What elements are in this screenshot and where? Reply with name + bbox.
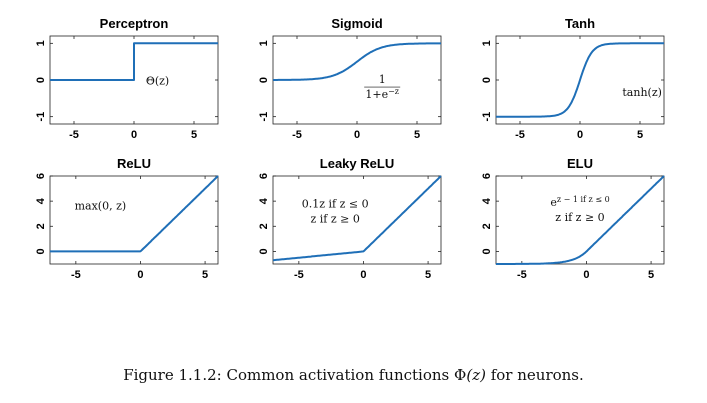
x-tick-label: 5 bbox=[191, 129, 197, 141]
series-line bbox=[50, 175, 219, 253]
y-tick-label: 0 bbox=[35, 77, 47, 83]
x-tick-label: 5 bbox=[637, 129, 643, 141]
y-tick-label: 2 bbox=[258, 223, 270, 229]
y-tick-label: -1 bbox=[258, 112, 270, 122]
y-tick-label: -1 bbox=[35, 112, 47, 122]
caption-arg: (z) bbox=[466, 366, 486, 384]
y-tick-label: -1 bbox=[481, 112, 493, 122]
formula-text: tanh(z) bbox=[622, 86, 662, 99]
panel-relu: ReLU -5 0 5 0 2 4 6 max(0, z) bbox=[35, 156, 219, 281]
figure-caption: Figure 1.1.2: Common activation function… bbox=[0, 366, 707, 384]
panel-perceptron: Perceptron -5 0 5 -1 0 1 Θ(z) bbox=[35, 16, 219, 141]
plot-frame bbox=[49, 175, 219, 265]
y-tick-label: 0 bbox=[481, 248, 493, 254]
x-tick-label: 0 bbox=[583, 269, 589, 281]
series-line bbox=[272, 175, 442, 262]
x-tick-label: 0 bbox=[577, 129, 583, 141]
series-line bbox=[50, 42, 218, 81]
y-tick-label: 1 bbox=[258, 40, 270, 46]
panel-tanh: Tanh -5 0 5 -1 0 1 tanh(z) bbox=[481, 16, 665, 141]
y-tick-label: 6 bbox=[35, 173, 47, 179]
x-tick-label: -5 bbox=[69, 129, 79, 141]
series-line bbox=[273, 42, 441, 81]
y-tick-label: 4 bbox=[481, 197, 493, 204]
x-tick-label: 5 bbox=[202, 269, 208, 281]
formula-text: 0.1z if z ≤ 0 bbox=[302, 198, 369, 211]
y-tick-label: 1 bbox=[481, 40, 493, 46]
y-tick-label: 0 bbox=[258, 77, 270, 83]
x-tick-label: 5 bbox=[414, 129, 420, 141]
plot-frame bbox=[272, 175, 442, 265]
y-tick-label: 6 bbox=[258, 173, 270, 179]
formula-text: ez − 1 if z ≤ 0 bbox=[550, 194, 609, 209]
panel-title: Sigmoid bbox=[331, 16, 382, 31]
y-tick-label: 2 bbox=[35, 223, 47, 229]
x-tick-label: -5 bbox=[294, 269, 304, 281]
panel-elu: ELU -5 0 5 0 2 4 6 ez − 1 if z ≤ 0 z if z ≥ 0 bbox=[481, 156, 665, 281]
y-tick-label: 2 bbox=[481, 223, 493, 229]
x-tick-label: 0 bbox=[137, 269, 143, 281]
caption-prefix: Figure 1.1.2: Common activation function… bbox=[123, 366, 455, 384]
y-tick-label: 4 bbox=[258, 197, 270, 204]
x-tick-label: -5 bbox=[292, 129, 302, 141]
y-tick-label: 1 bbox=[35, 40, 47, 46]
series-line bbox=[496, 42, 664, 118]
caption-phi: Φ bbox=[454, 366, 467, 384]
panel-leaky-relu: Leaky ReLU -5 0 5 0 2 4 6 0.1z if z ≤ 0 z if z ≥ … bbox=[258, 156, 442, 281]
x-tick-label: -5 bbox=[517, 269, 527, 281]
formula-numerator: 1 bbox=[379, 73, 386, 86]
panel-title: ELU bbox=[567, 156, 593, 171]
panel-title: Perceptron bbox=[100, 16, 169, 31]
caption-suffix: for neurons. bbox=[485, 366, 584, 384]
x-tick-label: 0 bbox=[131, 129, 137, 141]
y-tick-label: 0 bbox=[481, 77, 493, 83]
x-tick-label: 0 bbox=[360, 269, 366, 281]
formula-text: z if z ≥ 0 bbox=[555, 211, 604, 224]
formula-denominator: 1+e−z bbox=[365, 87, 399, 102]
y-tick-label: 4 bbox=[35, 197, 47, 204]
panel-title: Leaky ReLU bbox=[320, 156, 394, 171]
plot-frame bbox=[495, 175, 665, 265]
y-tick-label: 6 bbox=[481, 173, 493, 179]
x-tick-label: 5 bbox=[425, 269, 431, 281]
panel-title: ReLU bbox=[117, 156, 151, 171]
panel-title: Tanh bbox=[565, 16, 595, 31]
series-line bbox=[496, 175, 665, 265]
formula-text: z if z ≥ 0 bbox=[310, 213, 359, 226]
formula-text: max(0, z) bbox=[75, 199, 127, 212]
y-tick-label: 0 bbox=[258, 248, 270, 254]
x-tick-label: -5 bbox=[515, 129, 525, 141]
x-tick-label: 5 bbox=[648, 269, 654, 281]
x-tick-label: -5 bbox=[71, 269, 81, 281]
y-tick-label: 0 bbox=[35, 248, 47, 254]
formula-text: Θ(z) bbox=[146, 74, 169, 87]
x-tick-label: 0 bbox=[354, 129, 360, 141]
